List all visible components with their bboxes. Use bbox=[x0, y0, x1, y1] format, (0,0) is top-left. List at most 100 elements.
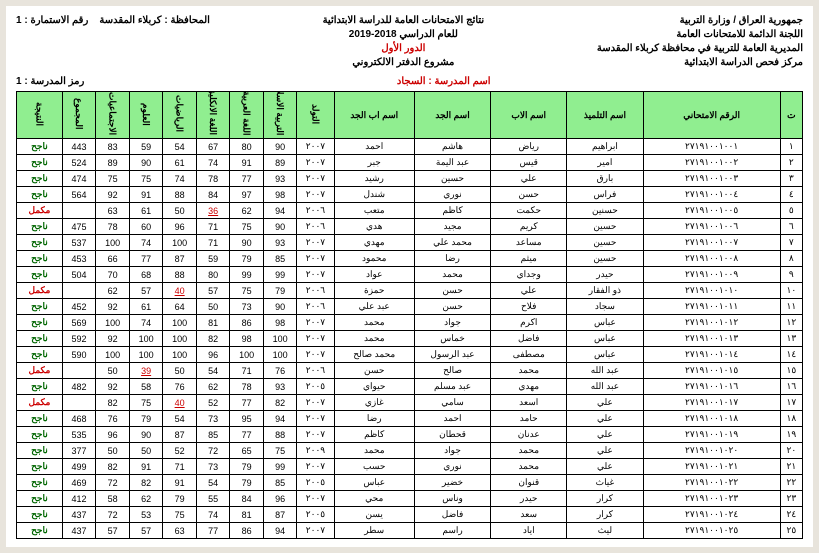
cell: 79 bbox=[230, 251, 264, 267]
cell: ٢٧١٩١٠٠١٠٢٣ bbox=[643, 491, 780, 507]
cell: 83 bbox=[96, 139, 130, 155]
cell: ١٦ bbox=[780, 379, 802, 395]
cell: 75 bbox=[263, 443, 297, 459]
cell: 93 bbox=[263, 379, 297, 395]
cell: 60 bbox=[129, 219, 163, 235]
cell: ٨ bbox=[780, 251, 802, 267]
cell: عبد الله bbox=[567, 379, 643, 395]
cell: 50 bbox=[163, 203, 197, 219]
cell: ٢٠٠٧ bbox=[297, 395, 334, 411]
cell: 96 bbox=[196, 347, 230, 363]
cell: ٢٧١٩١٠٠١٠١٠ bbox=[643, 283, 780, 299]
cell: ٢٧١٩١٠٠١٠٠٣ bbox=[643, 171, 780, 187]
cell: 590 bbox=[62, 347, 96, 363]
cell: مساعد bbox=[491, 235, 567, 251]
cell: فراس bbox=[567, 187, 643, 203]
cell: 78 bbox=[96, 219, 130, 235]
cell: ناجح bbox=[17, 507, 63, 523]
cell: 58 bbox=[129, 379, 163, 395]
cell: 499 bbox=[62, 459, 96, 475]
cell: حيواي bbox=[334, 379, 414, 395]
cell: 73 bbox=[196, 411, 230, 427]
cell: اكرم bbox=[491, 315, 567, 331]
cell: ٢٧١٩١٠٠١٠٠٥ bbox=[643, 203, 780, 219]
cell: 90 bbox=[129, 155, 163, 171]
cell: حسين bbox=[567, 219, 643, 235]
cell: 62 bbox=[230, 203, 264, 219]
cell: 100 bbox=[163, 315, 197, 331]
cell: ناجح bbox=[17, 235, 63, 251]
cell: 40 bbox=[163, 395, 197, 411]
col-islamic: التربية الاسلامية bbox=[263, 92, 297, 139]
cell: مهدي bbox=[334, 235, 414, 251]
cell: غياث bbox=[567, 475, 643, 491]
cell: ناجح bbox=[17, 379, 63, 395]
cell: 66 bbox=[96, 251, 130, 267]
center-line: مركز فحص الدراسة الابتدائية bbox=[597, 56, 803, 70]
cell: 524 bbox=[62, 155, 96, 171]
cell: قنوان bbox=[491, 475, 567, 491]
cell: 79 bbox=[129, 411, 163, 427]
cell: ٢٧١٩١٠٠١٠١٩ bbox=[643, 427, 780, 443]
cell: 53 bbox=[129, 507, 163, 523]
cell: 85 bbox=[263, 251, 297, 267]
table-row: ١٧٢٧١٩١٠٠١٠١٧علياسعدساميغازي٢٠٠٧82775240… bbox=[17, 395, 803, 411]
cell: فاضل bbox=[491, 331, 567, 347]
cell: 437 bbox=[62, 523, 96, 539]
cell: ٣ bbox=[780, 171, 802, 187]
cell: 452 bbox=[62, 299, 96, 315]
cell: 82 bbox=[96, 395, 130, 411]
table-row: ١٠٢٧١٩١٠٠١٠١٠ذو الفقارعليحسنحمزة٢٠٠٦7975… bbox=[17, 283, 803, 299]
cell: 537 bbox=[62, 235, 96, 251]
cell: 71 bbox=[163, 459, 197, 475]
cell: ٢٠٠٧ bbox=[297, 235, 334, 251]
col-student: اسم التلميذ bbox=[567, 92, 643, 139]
cell: عدنان bbox=[491, 427, 567, 443]
cell: 72 bbox=[196, 443, 230, 459]
cell: 100 bbox=[96, 347, 130, 363]
cell: رضا bbox=[334, 411, 414, 427]
cell: سعد bbox=[491, 507, 567, 523]
table-row: ١٢٢٧١٩١٠٠١٠١٢عباساكرمجوادمحمد٢٠٠٧9886811… bbox=[17, 315, 803, 331]
cell: حسن bbox=[491, 187, 567, 203]
cell: رشيد bbox=[334, 171, 414, 187]
cell: ناجح bbox=[17, 347, 63, 363]
cell: جبر bbox=[334, 155, 414, 171]
cell: ٢٥ bbox=[780, 523, 802, 539]
cell: 75 bbox=[163, 507, 197, 523]
cell: عباس bbox=[567, 347, 643, 363]
header-right: جمهورية العراق / وزارة التربية اللجنة ال… bbox=[597, 14, 803, 70]
cell: هدي bbox=[334, 219, 414, 235]
table-row: ٢٥٢٧١٩١٠٠١٠٢٥ليثايادراسمسطر٢٠٠٧948677635… bbox=[17, 523, 803, 539]
table-row: ٧٢٧١٩١٠٠١٠٠٧حسينمساعدمحمد عليمهدي٢٠٠٧939… bbox=[17, 235, 803, 251]
cell: علي bbox=[567, 395, 643, 411]
title-line: نتائج الامتحانات العامة للدراسة الابتدائ… bbox=[323, 14, 485, 28]
cell: ٢٠٠٥ bbox=[297, 379, 334, 395]
cell: 71 bbox=[196, 219, 230, 235]
cell: قيس bbox=[491, 155, 567, 171]
cell: ٢٧١٩١٠٠١٠٢١ bbox=[643, 459, 780, 475]
cell: 79 bbox=[263, 283, 297, 299]
cell: 592 bbox=[62, 331, 96, 347]
cell: هاشم bbox=[414, 139, 490, 155]
cell: سامي bbox=[414, 395, 490, 411]
cell: 62 bbox=[129, 491, 163, 507]
cell: ناجح bbox=[17, 187, 63, 203]
cell: 50 bbox=[196, 299, 230, 315]
directorate-line: المديرية العامة للتربية في محافظة كربلاء… bbox=[597, 42, 803, 56]
cell: فاضل bbox=[414, 507, 490, 523]
cell: 475 bbox=[62, 219, 96, 235]
cell: 75 bbox=[230, 283, 264, 299]
cell: اياد bbox=[491, 523, 567, 539]
cell: ٢٠٠٧ bbox=[297, 171, 334, 187]
cell: 52 bbox=[163, 443, 197, 459]
cell: مكمل bbox=[17, 203, 63, 219]
cell: عواد bbox=[334, 267, 414, 283]
cell: 77 bbox=[129, 251, 163, 267]
cell: يسن bbox=[334, 507, 414, 523]
cell: 96 bbox=[163, 219, 197, 235]
cell: 84 bbox=[196, 187, 230, 203]
cell: ٢٠٠٧ bbox=[297, 427, 334, 443]
cell: 453 bbox=[62, 251, 96, 267]
cell: ابراهيم bbox=[567, 139, 643, 155]
